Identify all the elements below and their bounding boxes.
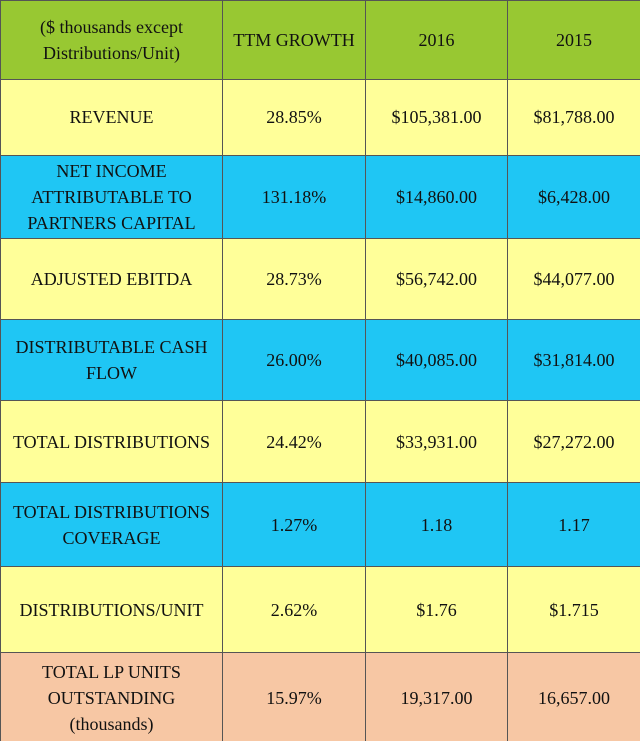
table-cell: $81,788.00 bbox=[507, 79, 640, 156]
table-cell: 24.42% bbox=[222, 400, 366, 484]
table-cell: 15.97% bbox=[222, 652, 366, 741]
table-cell: $1.715 bbox=[507, 566, 640, 654]
table-cell: 1.18 bbox=[365, 482, 508, 568]
row-label: TOTAL LP UNITS OUTSTANDING (thousands) bbox=[0, 652, 223, 741]
table-cell: $105,381.00 bbox=[365, 79, 508, 156]
row-label: REVENUE bbox=[0, 79, 223, 156]
row-label: ADJUSTED EBITDA bbox=[0, 238, 223, 321]
table-cell: 1.17 bbox=[507, 482, 640, 568]
table-cell: 16,657.00 bbox=[507, 652, 640, 741]
row-label: NET INCOME ATTRIBUTABLE TO PARTNERS CAPI… bbox=[0, 154, 223, 240]
row-label: DISTRIBUTABLE CASH FLOW bbox=[0, 319, 223, 402]
table-cell: $40,085.00 bbox=[365, 319, 508, 402]
header-cell: 2015 bbox=[507, 0, 640, 80]
table-cell: 131.18% bbox=[222, 154, 366, 240]
table-row: TOTAL DISTRIBUTIONS 24.42% $33,931.00 $27,2… bbox=[0, 400, 640, 484]
row-label: TOTAL DISTRIBUTIONS bbox=[0, 400, 223, 484]
table-cell: $6,428.00 bbox=[507, 154, 640, 240]
header-cell: 2016 bbox=[365, 0, 508, 80]
row-label: DISTRIBUTIONS/UNIT bbox=[0, 566, 223, 654]
table-cell: $31,814.00 bbox=[507, 319, 640, 402]
table-row: DISTRIBUTIONS/UNIT 2.62% $1.76 $1.715 bbox=[0, 566, 640, 654]
table-cell: $14,860.00 bbox=[365, 154, 508, 240]
table-row: TOTAL DISTRIBUTIONS COVERAGE 1.27% 1.18 1.1… bbox=[0, 482, 640, 568]
table-row: TOTAL LP UNITS OUTSTANDING (thousands) 15… bbox=[0, 652, 640, 741]
table-cell: 1.27% bbox=[222, 482, 366, 568]
table-cell: 28.73% bbox=[222, 238, 366, 321]
header-row: ($ thousands except Distributions/Unit) T… bbox=[0, 0, 640, 80]
table-cell: $44,077.00 bbox=[507, 238, 640, 321]
table-cell: $27,272.00 bbox=[507, 400, 640, 484]
table-row: DISTRIBUTABLE CASH FLOW 26.00% $40,085.00 $… bbox=[0, 319, 640, 402]
table-cell: 19,317.00 bbox=[365, 652, 508, 741]
table-cell: $33,931.00 bbox=[365, 400, 508, 484]
header-cell: TTM GROWTH bbox=[222, 0, 366, 80]
table-row: REVENUE 28.85% $105,381.00 $81,788.00 bbox=[0, 79, 640, 156]
table-cell: 2.62% bbox=[222, 566, 366, 654]
row-label: TOTAL DISTRIBUTIONS COVERAGE bbox=[0, 482, 223, 568]
table-cell: $1.76 bbox=[365, 566, 508, 654]
table-row: NET INCOME ATTRIBUTABLE TO PARTNERS CAPI… bbox=[0, 154, 640, 240]
table-row: ADJUSTED EBITDA 28.73% $56,742.00 $44,077.0… bbox=[0, 238, 640, 321]
table-cell: 26.00% bbox=[222, 319, 366, 402]
table-cell: $56,742.00 bbox=[365, 238, 508, 321]
header-cell: ($ thousands except Distributions/Unit) bbox=[0, 0, 223, 80]
table-cell: 28.85% bbox=[222, 79, 366, 156]
